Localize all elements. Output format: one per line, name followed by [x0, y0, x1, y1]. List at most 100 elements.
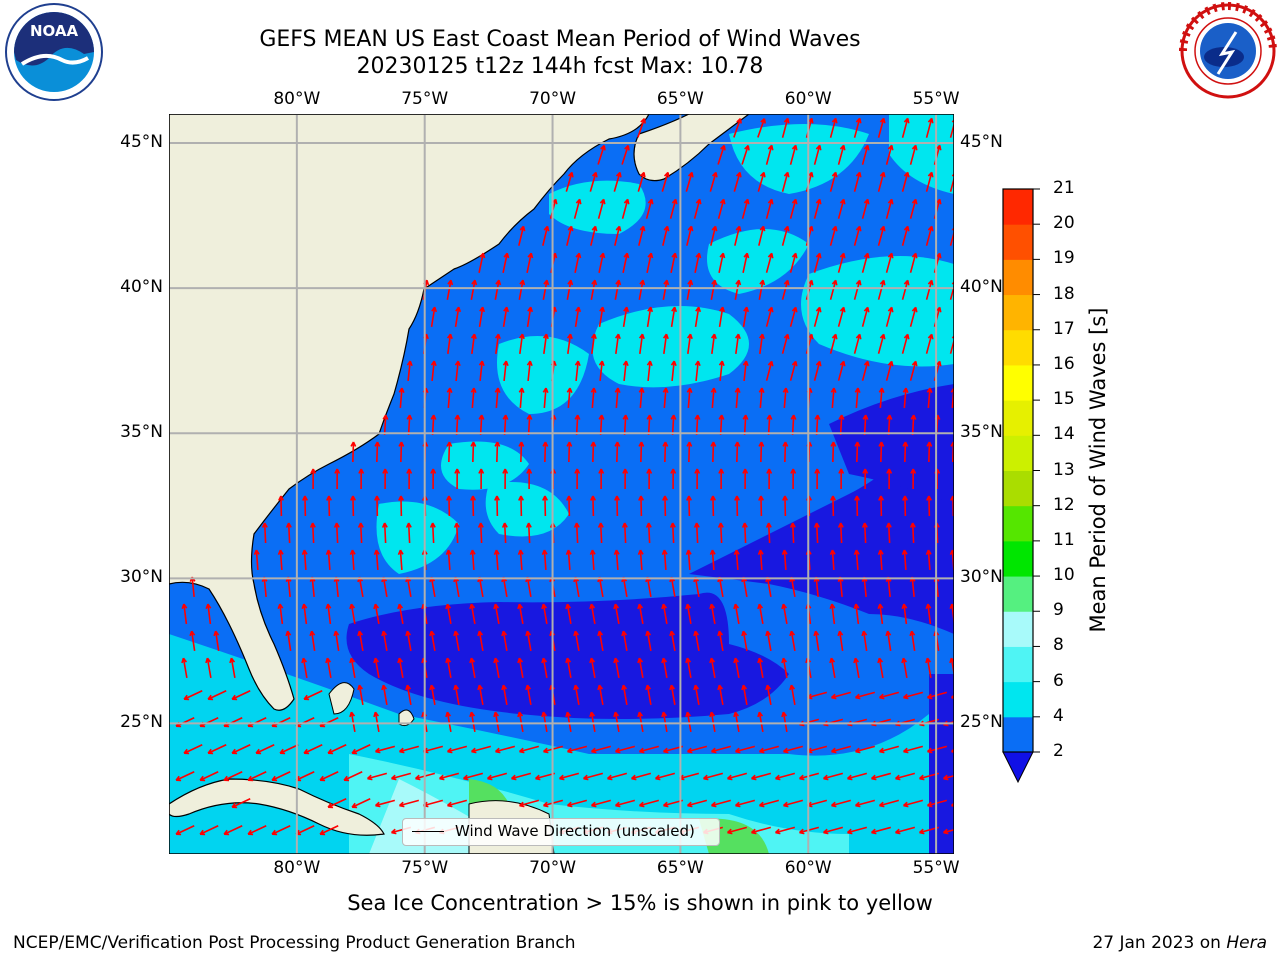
wind-wave-arrow [446, 495, 453, 517]
wind-wave-arrow [478, 252, 486, 273]
wind-wave-arrow [382, 468, 389, 490]
wind-wave-arrow [709, 711, 716, 732]
wind-wave-arrow [430, 468, 437, 490]
wind-wave-arrow [526, 360, 533, 382]
wind-wave-arrow [494, 745, 516, 754]
wind-wave-arrow [901, 279, 910, 300]
wind-wave-arrow [397, 549, 404, 571]
wind-wave-arrow [614, 333, 621, 355]
wind-wave-arrow [453, 522, 460, 544]
wave-period-cyan-patch [549, 180, 646, 234]
wind-wave-arrow [854, 799, 876, 808]
wind-wave-arrow [494, 387, 501, 409]
wind-wave-arrow [453, 630, 460, 651]
wind-wave-arrow [758, 441, 765, 463]
colorbar-tick-label: 4 [1053, 705, 1064, 726]
wind-wave-arrow [478, 468, 485, 490]
wind-wave-arrow [782, 745, 804, 754]
wind-wave-arrow [638, 387, 645, 409]
colorbar-tick-label: 18 [1053, 283, 1075, 304]
wind-wave-arrow [949, 335, 954, 354]
wind-wave-arrow [686, 225, 694, 246]
wind-wave-arrow [350, 495, 357, 517]
wind-wave-arrow [885, 252, 894, 273]
wind-wave-arrow [590, 745, 612, 754]
wind-wave-arrow [718, 360, 725, 382]
wind-wave-arrow [781, 171, 790, 192]
colorbar-tick-label: 9 [1053, 600, 1064, 621]
colorbar [1002, 188, 1040, 784]
wind-wave-arrow [183, 690, 203, 701]
wind-wave-arrow [231, 744, 251, 755]
colorbar-level-swatch [1003, 329, 1033, 366]
wind-wave-arrow [813, 522, 820, 544]
wind-wave-arrow [781, 657, 788, 678]
wind-wave-arrow [670, 468, 677, 490]
wind-wave-arrow [477, 630, 484, 651]
wind-wave-arrow [765, 522, 772, 544]
wind-wave-arrow [589, 711, 596, 732]
wind-wave-arrow [710, 387, 717, 409]
wind-wave-arrow [566, 441, 573, 463]
wind-wave-arrow [542, 225, 550, 246]
wind-wave-arrow [942, 828, 954, 835]
colorbar-level-swatch [1003, 470, 1033, 507]
wind-wave-arrow [830, 495, 837, 517]
wind-wave-arrow [741, 144, 750, 165]
wind-wave-arrow [717, 684, 724, 705]
lon-tick-label: 75°W [401, 858, 449, 878]
wind-wave-arrow [494, 441, 501, 463]
wind-wave-arrow [694, 252, 702, 273]
colorbar-tick-label: 12 [1053, 494, 1075, 515]
wind-wave-arrow [949, 119, 954, 138]
wind-wave-arrow [622, 414, 629, 436]
colorbar-extend-triangle [1002, 751, 1034, 784]
wind-wave-arrow [541, 711, 548, 732]
wind-wave-arrow [445, 603, 452, 624]
wind-wave-arrow [734, 279, 742, 300]
wind-wave-arrow [621, 198, 630, 219]
wind-wave-arrow [853, 333, 862, 354]
wind-wave-arrow [566, 333, 573, 355]
lon-tick-label: 75°W [401, 89, 449, 109]
wind-wave-arrow [501, 630, 508, 651]
wind-wave-arrow [742, 468, 749, 490]
wind-wave-arrow [565, 711, 572, 732]
wind-wave-arrow [662, 441, 669, 463]
wind-wave-arrow [926, 495, 933, 517]
wind-wave-arrow [175, 771, 195, 782]
wind-wave-arrow [925, 333, 934, 354]
wind-wave-arrow [693, 630, 700, 651]
wind-wave-arrow [446, 333, 453, 355]
lon-tick-label: 65°W [656, 89, 704, 109]
wind-wave-arrow [446, 799, 468, 808]
wind-wave-arrow [829, 333, 838, 354]
wind-wave-arrow [853, 279, 862, 300]
wind-wave-arrow [854, 387, 861, 409]
wind-wave-arrow [710, 745, 732, 754]
wind-wave-arrow [662, 495, 669, 517]
wind-wave-arrow [774, 826, 796, 835]
wind-wave-arrow [566, 387, 573, 409]
colorbar-level-swatch [1003, 189, 1033, 225]
wind-wave-arrow [469, 549, 476, 571]
wind-wave-arrow [590, 279, 598, 300]
wind-wave-arrow [686, 279, 694, 300]
wind-wave-arrow [789, 144, 798, 165]
wave-period-map [169, 114, 954, 854]
wind-wave-arrow [925, 225, 934, 246]
wind-wave-arrow [718, 468, 725, 490]
colorbar-level-swatch [1003, 294, 1033, 331]
wind-wave-arrow [325, 657, 332, 678]
wind-wave-arrow [303, 744, 323, 755]
lon-tick-label: 55°W [912, 89, 960, 109]
colorbar-level-swatch [1003, 364, 1033, 401]
wind-wave-arrow [398, 799, 420, 808]
wind-wave-arrow [207, 744, 227, 755]
wind-wave-arrow [742, 414, 749, 436]
wind-wave-arrow [846, 826, 868, 835]
wind-wave-arrow [870, 826, 892, 835]
colorbar-tick-label: 6 [1053, 670, 1064, 691]
wind-wave-arrow [486, 772, 508, 781]
wind-wave-arrow [630, 772, 652, 781]
